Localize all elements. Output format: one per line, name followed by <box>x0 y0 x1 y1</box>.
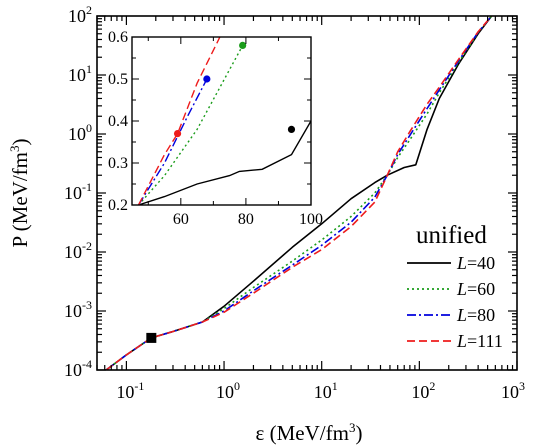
series-line-L111 <box>105 16 493 370</box>
legend-label: L=60 <box>456 279 495 299</box>
x-tick-label: 10-1 <box>116 379 144 402</box>
y-tick-label: 101 <box>68 62 92 85</box>
axis-labels: ε (MeV/fm3) P (MeV/fm3) <box>7 139 362 445</box>
inset-endpoint-marker <box>173 130 182 138</box>
crust-core-marker <box>146 332 157 343</box>
inset-endpoint-marker <box>203 75 211 83</box>
inset-x-tick-label: 60 <box>173 211 189 228</box>
y-tick-label: 10-4 <box>64 357 92 380</box>
x-tick-label: 102 <box>411 379 435 402</box>
inset-y-tick-label: 0.6 <box>108 29 128 46</box>
y-tick-label: 10-1 <box>64 180 92 203</box>
y-tick-label: 100 <box>68 121 92 144</box>
inset-y-tick-label: 0.5 <box>108 71 128 88</box>
inset-y-tick-label: 0.2 <box>108 197 128 214</box>
inset-x-tick-label: 80 <box>238 211 254 228</box>
main-plot: 10-1 100 101 102 103 10-4 10-3 10-2 10-1 100 101 10… <box>64 3 525 402</box>
legend-label: L=40 <box>456 253 495 273</box>
inset-endpoint-marker <box>239 41 247 50</box>
y-tick-label: 10-3 <box>64 298 92 321</box>
inset-plot: 60 80 100 0.2 0.3 0.4 0.5 0.6 <box>108 29 323 228</box>
inset-series-line <box>138 120 311 205</box>
inset-endpoint-marker <box>287 125 296 133</box>
inset-y-tick-label: 0.4 <box>108 113 128 130</box>
y-tick-label: 102 <box>68 3 92 26</box>
inset-series-line <box>137 37 221 205</box>
inset-y-tick-label: 0.3 <box>108 155 128 172</box>
y-tick-label: 10-2 <box>64 239 92 262</box>
legend: unified L=40 L=60 L=80 L=111 <box>407 222 503 351</box>
x-tick-label: 100 <box>216 379 240 402</box>
inset-x-tick-label: 100 <box>299 211 323 228</box>
legend-label: L=111 <box>456 331 503 351</box>
series-line-L80 <box>105 16 493 370</box>
inset-series-line <box>137 78 208 205</box>
series-line-L60 <box>105 16 493 370</box>
x-tick-label: 103 <box>501 379 525 402</box>
y-axis-title: P (MeV/fm3) <box>7 139 32 248</box>
legend-title: unified <box>416 222 487 249</box>
x-axis-title: ε (MeV/fm3) <box>256 420 363 445</box>
legend-label: L=80 <box>456 305 495 325</box>
x-tick-label: 101 <box>314 379 338 402</box>
